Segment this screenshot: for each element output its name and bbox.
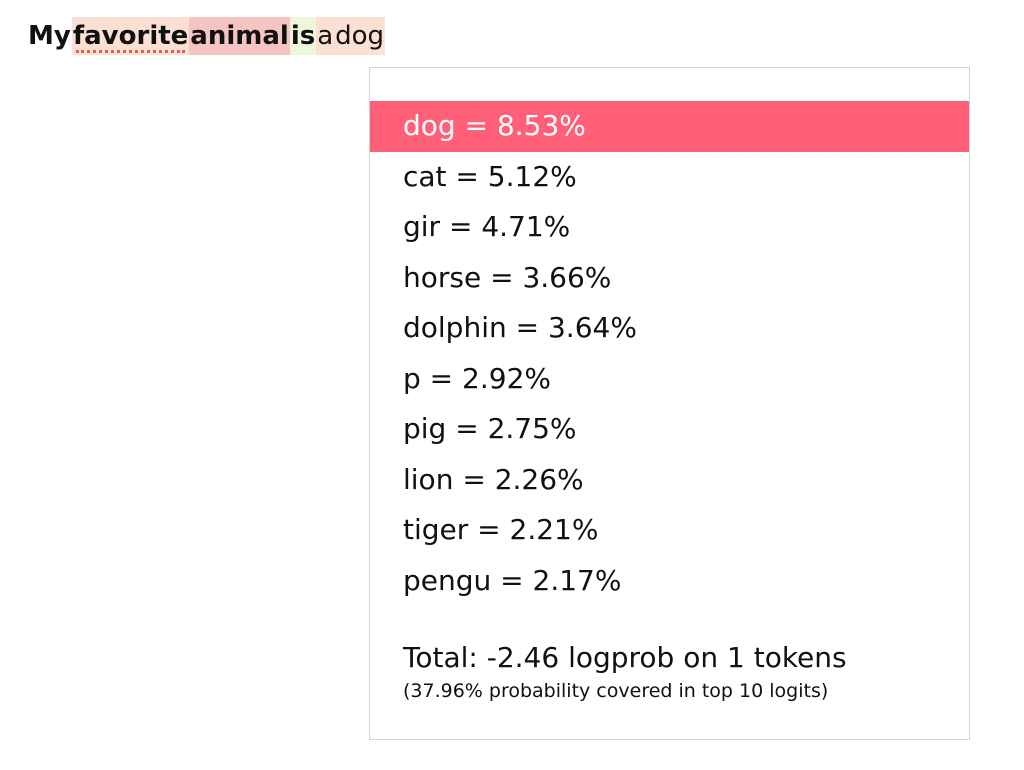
token-sentence: Myfavoriteanimalisadog [27, 16, 386, 56]
token-option-lion[interactable]: lion = 2.26% [403, 462, 584, 496]
token-option-p[interactable]: p = 2.92% [403, 361, 551, 395]
coverage-text: (37.96% probability covered in top 10 lo… [403, 680, 829, 702]
token-option-cat[interactable]: cat = 5.12% [403, 159, 577, 193]
token-option-dog[interactable]: dog = 8.53% [370, 101, 969, 152]
token-option-tiger[interactable]: tiger = 2.21% [403, 513, 599, 546]
token-my[interactable]: My [27, 17, 72, 55]
token-a[interactable]: a [316, 17, 335, 55]
token-option-pig[interactable]: pig = 2.75% [403, 412, 577, 445]
token-option-gir[interactable]: gir = 4.71% [403, 210, 571, 243]
token-animal[interactable]: animal [189, 17, 290, 55]
logprob-popup: dog = 8.53% cat = 5.12% gir = 4.71% hors… [369, 67, 970, 740]
token-options-list: dog = 8.53% cat = 5.12% gir = 4.71% hors… [370, 101, 969, 606]
token-dog[interactable]: dog [334, 17, 386, 55]
total-logprob-text: Total: -2.46 logprob on 1 tokens [403, 641, 847, 674]
token-option-horse[interactable]: horse = 3.66% [403, 260, 612, 294]
token-option-dolphin[interactable]: dolphin = 3.64% [403, 311, 637, 344]
token-is[interactable]: is [289, 17, 317, 55]
token-favorite[interactable]: favorite [71, 17, 190, 55]
token-option-pengu[interactable]: pengu = 2.17% [403, 563, 622, 597]
